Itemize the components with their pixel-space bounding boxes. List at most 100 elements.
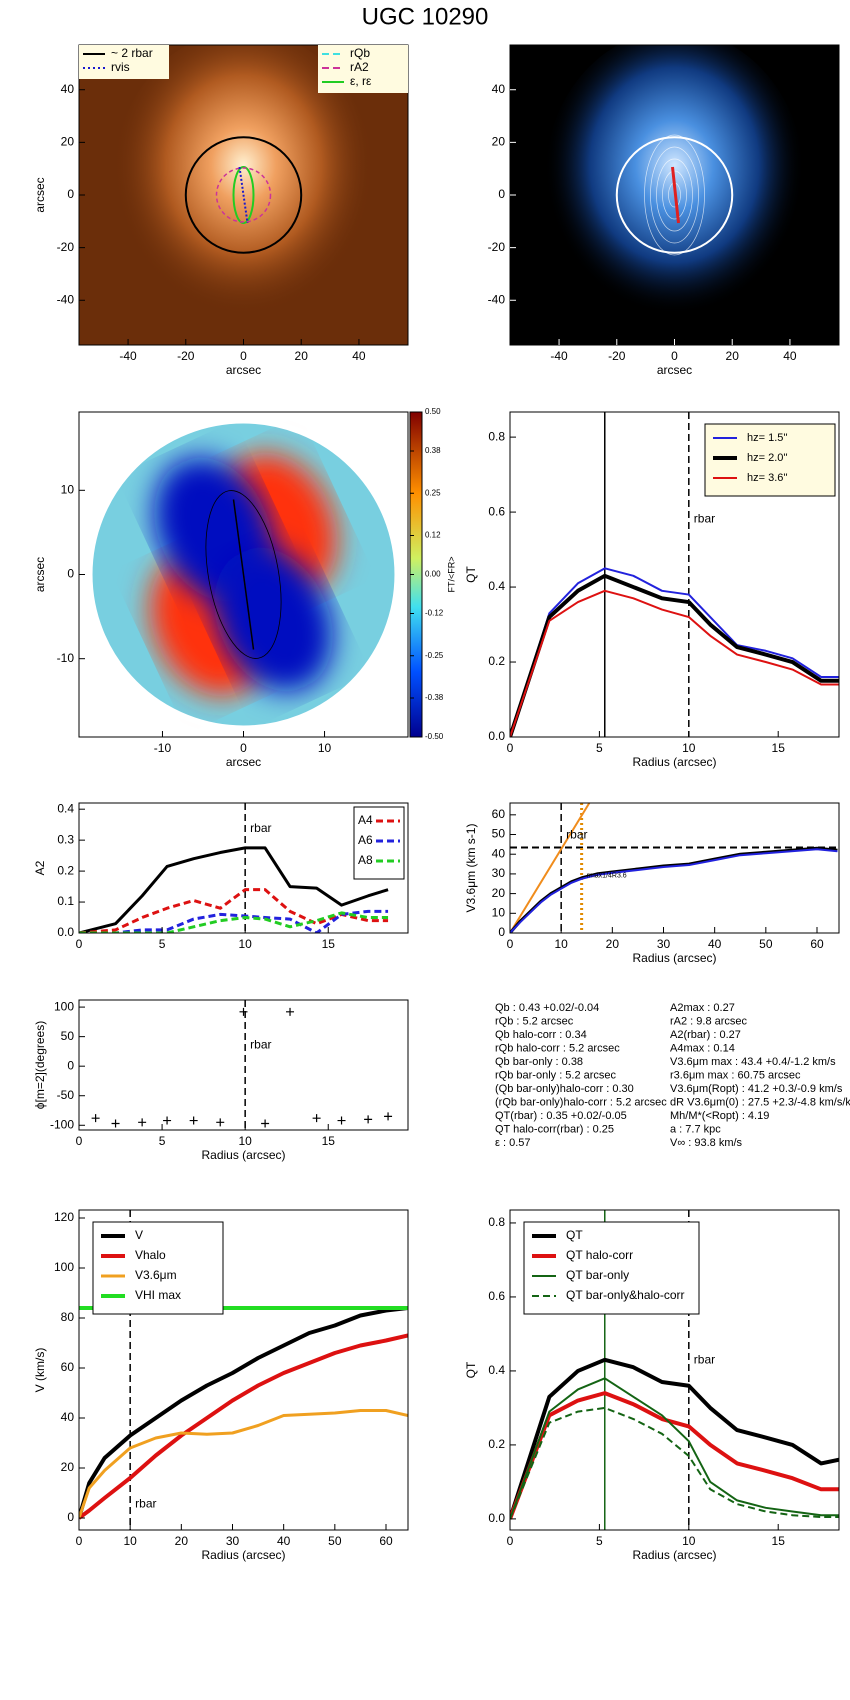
legend-label: QT [566,1228,583,1242]
disk-edge [86,417,401,732]
legend-label: hz= 3.6'' [747,472,788,484]
x-axis-label: arcsec [657,363,692,377]
stat-line: QT(rbar) : 0.35 +0.02/-0.05 [495,1110,627,1122]
y-tick-label: -40 [488,292,506,306]
stat-line: r3.6μm max : 60.75 arcsec [670,1069,801,1081]
image-ring [184,136,303,254]
series-line [79,1333,408,1520]
x-tick-label: 20 [295,349,309,363]
stat-line: QT halo-corr(rbar) : 0.25 [495,1123,614,1135]
x-tick-label: 60 [810,937,824,951]
plus-marker [163,1116,172,1125]
legend-label: rA2 [350,60,369,74]
plot-area [510,803,839,933]
axes-frame [78,802,409,934]
colorbar-tick-label: -0.25 [425,651,444,660]
x-tick-label: 50 [328,1534,342,1548]
x-tick-label: 15 [322,1134,336,1148]
y-tick-label: 0.6 [488,504,505,518]
stat-line: Mh/M*(<Ropt) : 4.19 [670,1110,769,1122]
stat-line: (Qb bar-only)halo-corr : 0.30 [495,1083,634,1095]
stat-line: A4max : 0.14 [670,1042,735,1054]
x-tick-label: 0 [671,349,678,363]
y-axis-label: V (km/s) [33,1348,47,1393]
series-line [510,848,838,933]
stat-line: rQb halo-corr : 5.2 arcsec [495,1042,620,1054]
y-tick-label: 40 [61,82,75,96]
y-axis-label: ϕ[m=2](degrees) [33,1021,47,1109]
colorbar-tick-label: 0.12 [425,531,441,540]
y-tick-label: 0.2 [488,654,505,668]
y-tick-label: 0 [67,187,74,201]
series-line [510,1391,839,1520]
ellipse-fit [232,166,255,224]
y-tick-label: 30 [492,866,506,880]
series-line [510,567,839,737]
series-line [510,1377,839,1520]
stat-line: A2max : 0.27 [670,1002,735,1014]
y-tick-label: -10 [57,651,75,665]
bar-axis [232,499,255,650]
x-tick-label: 15 [772,1534,786,1548]
figure-title: UGC 10290 [362,3,489,30]
stat-line: rA2 : 9.8 arcsec [670,1015,748,1027]
series-line [79,911,389,933]
y-tick-label: 80 [61,1310,75,1324]
axes-frame [78,1209,409,1531]
plus-marker [216,1118,225,1127]
x-tick-label: 10 [682,741,696,755]
x-tick-label: 0 [507,937,514,951]
x-tick-label: 40 [277,1534,291,1548]
y-axis-label: QT [464,566,478,583]
legend-label: Vhalo [135,1248,166,1262]
x-tick-label: 15 [322,937,336,951]
x-tick-label: 0 [76,937,83,951]
y-axis-label: V3.6μm (km s-1) [464,824,478,913]
contour [650,146,699,244]
legend-label: ε, rε [350,74,372,88]
legend-label: hz= 1.5'' [747,432,788,444]
x-tick-label: 40 [708,937,722,951]
legend-box [79,45,169,79]
x-tick-label: 0 [76,1534,83,1548]
bar-axis [671,166,680,224]
y-tick-label: 60 [492,807,506,821]
y-tick-label: 10 [61,482,75,496]
contour [644,134,705,256]
plot-area [510,45,839,345]
plus-marker [189,1116,198,1125]
y-axis-label: arcsec [33,177,47,212]
x-tick-label: 20 [726,349,740,363]
legend-label: V [135,1228,143,1242]
v-line-label: rmax1/4R3.6 [587,872,627,879]
y-tick-label: 0 [67,1510,74,1524]
y-tick-label: 40 [492,846,506,860]
x-axis-label: Radius (arcsec) [201,1148,285,1162]
stat-line: rQb bar-only : 5.2 arcsec [495,1069,617,1081]
y-tick-label: 50 [492,827,506,841]
v-line-label: rbar [694,1353,715,1367]
y-tick-label: 0.2 [488,1437,505,1451]
colorbar-tick-label: 0.38 [425,446,441,455]
series-line [79,1409,408,1519]
x-tick-label: 10 [318,741,332,755]
y-tick-label: 0.8 [488,1215,505,1229]
y-tick-label: 0.4 [488,1363,505,1377]
y-axis-label: QT [464,1361,478,1378]
plus-marker [384,1112,393,1121]
x-tick-label: -40 [550,349,568,363]
x-tick-label: 5 [159,1134,166,1148]
plus-marker [364,1115,373,1124]
series-line [79,909,389,933]
x-tick-label: -20 [608,349,626,363]
x-tick-label: 5 [159,937,166,951]
y-tick-label: 0.0 [488,729,505,743]
x-tick-label: 5 [596,1534,603,1548]
plot-area [79,1210,408,1530]
bar-axis [238,166,249,224]
x-tick-label: 10 [682,1534,696,1548]
y-tick-label: 50 [61,1029,75,1043]
v-line-label: rbar [566,828,587,842]
plus-marker [111,1119,120,1128]
